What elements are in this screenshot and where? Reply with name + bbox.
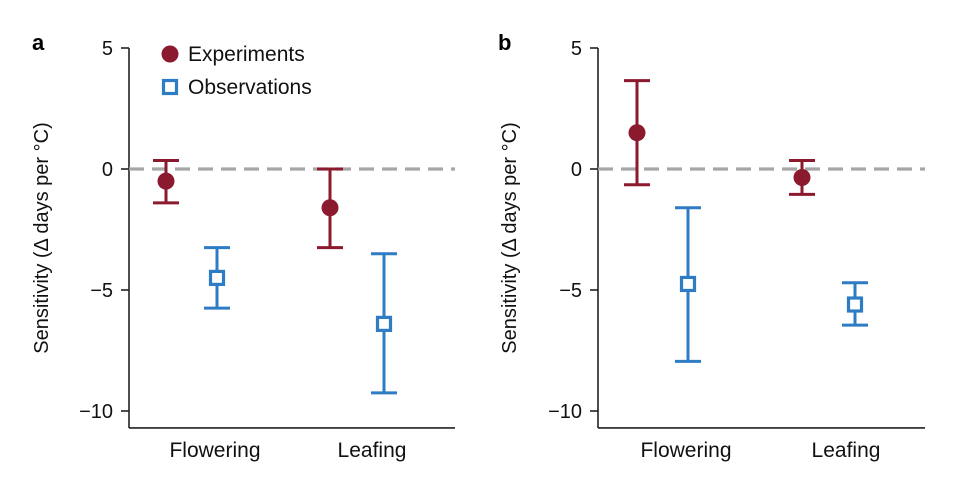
observations-marker — [846, 296, 864, 313]
y-tick-label: −5 — [90, 280, 113, 302]
observations-marker — [679, 275, 697, 293]
observations-point-leafing — [842, 281, 868, 327]
observations-point-leafing — [371, 252, 397, 395]
panel-label: a — [32, 30, 45, 55]
panel-b: b 5 0 −5 −10 Sensitivity (Δ days per °C) Flowe… — [498, 30, 925, 462]
experiments-marker — [157, 172, 175, 190]
experiments-marker — [628, 124, 646, 142]
category-label-leafing: Leafing — [338, 439, 407, 462]
y-axis-label: Sensitivity (Δ days per °C) — [31, 122, 53, 353]
observations-point-flowering — [204, 246, 230, 310]
panel-a: a 5 0 −5 −10 Sensitivity (Δ days per °C) Flowe… — [31, 30, 455, 462]
category-label-leafing: Leafing — [812, 439, 881, 462]
experiments-marker — [793, 168, 811, 186]
experiments-point-leafing — [317, 167, 343, 250]
y-tick-label: 0 — [102, 159, 113, 181]
y-tick-label: 0 — [571, 159, 582, 181]
y-tick-label: −10 — [79, 401, 113, 423]
observations-point-flowering — [675, 206, 701, 363]
observations-marker — [208, 269, 226, 286]
y-tick-label: −5 — [559, 280, 582, 302]
experiments-marker — [161, 45, 179, 63]
category-label-flowering: Flowering — [169, 439, 260, 462]
experiments-point-flowering — [624, 79, 650, 187]
experiments-marker — [321, 199, 339, 217]
legend-label-experiments: Experiments — [188, 43, 305, 66]
y-tick-label: 5 — [571, 38, 582, 60]
y-tick-label: 5 — [102, 38, 113, 60]
legend: Experiments Observations — [161, 43, 312, 99]
observations-marker — [161, 78, 179, 96]
observations-marker — [375, 315, 393, 332]
panel-label: b — [498, 30, 511, 55]
experiments-point-flowering — [153, 159, 179, 205]
legend-label-observations: Observations — [188, 76, 312, 99]
y-axis-label: Sensitivity (Δ days per °C) — [499, 122, 521, 353]
experiments-point-leafing — [789, 159, 815, 196]
y-tick-label: −10 — [548, 401, 582, 423]
category-label-flowering: Flowering — [640, 439, 731, 462]
